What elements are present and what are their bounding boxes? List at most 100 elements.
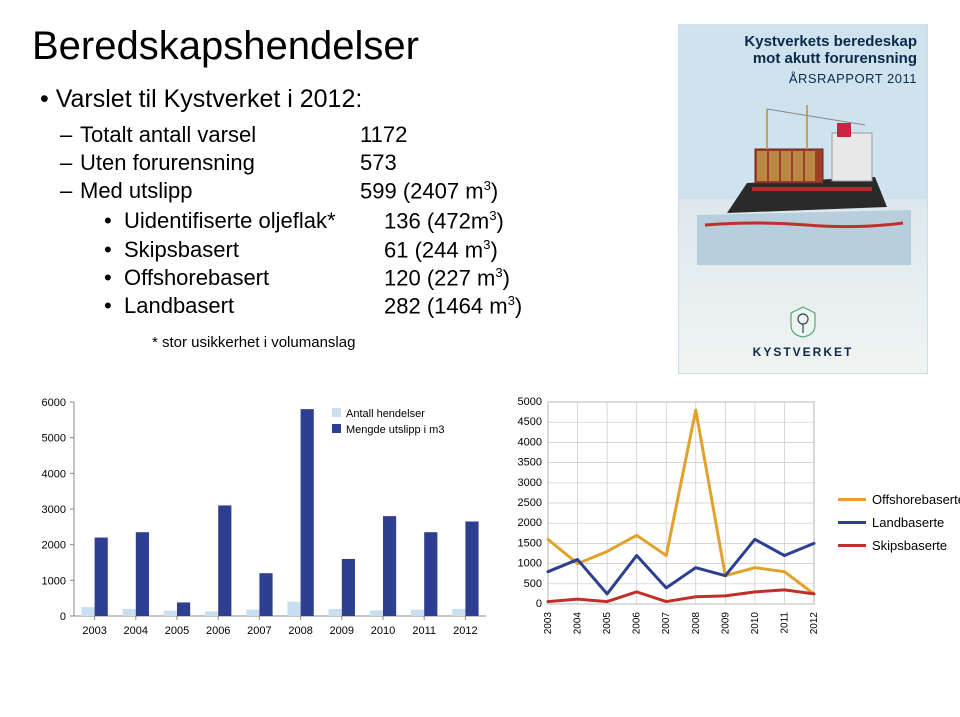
l1-label: Uten forurensning [80, 150, 360, 176]
ship-illustration-icon [697, 95, 911, 265]
svg-text:2005: 2005 [602, 612, 613, 635]
l2-label: Uidentifiserte oljeflak* [124, 208, 384, 234]
footnote: * stor usikkerhet i volumanslag [152, 334, 670, 351]
svg-text:2009: 2009 [330, 625, 354, 637]
svg-text:2008: 2008 [691, 612, 702, 635]
l2-value: 120 (227 m3) [384, 265, 510, 291]
svg-text:2008: 2008 [288, 625, 312, 637]
crest-icon [788, 305, 818, 339]
legend-item: Skipsbaserte [838, 538, 960, 553]
svg-text:2007: 2007 [247, 625, 271, 637]
cover-org: KYSTVERKET [679, 305, 927, 359]
l1-value: 1172 [360, 122, 407, 148]
l1-value: 599 (2407 m3) [360, 178, 498, 204]
svg-text:2000: 2000 [42, 540, 66, 552]
svg-text:3000: 3000 [42, 504, 66, 516]
legend-item: Landbaserte [838, 515, 960, 530]
svg-text:2000: 2000 [518, 517, 542, 529]
svg-text:2011: 2011 [412, 625, 436, 637]
svg-text:5000: 5000 [518, 396, 542, 408]
l2-label: Skipsbasert [124, 237, 384, 263]
list-item: • Offshorebasert 120 (227 m3) [104, 265, 670, 291]
tail: ) [490, 237, 497, 262]
line-chart-legend: Offshorebaserte Landbaserte Skipsbaserte [838, 394, 960, 705]
l1-label: Med utslipp [80, 178, 360, 204]
unit: (472m [427, 209, 489, 234]
tail: ) [491, 178, 498, 203]
num: 282 [384, 294, 421, 319]
report-cover-image: Kystverkets beredeskap mot akutt foruren… [678, 24, 928, 374]
svg-text:2012: 2012 [453, 625, 477, 637]
num: 120 [384, 265, 421, 290]
svg-text:4000: 4000 [42, 468, 66, 480]
svg-text:1500: 1500 [518, 537, 542, 549]
legend-swatch [838, 521, 866, 524]
line-chart: 0 500 1000 1500 2000 2500 3000 3500 4000 4500 5000… [510, 394, 820, 644]
svg-text:4500: 4500 [518, 416, 542, 428]
unit: (227 m [427, 265, 495, 290]
legend-label: Landbaserte [872, 515, 944, 530]
unit: (2407 m [403, 178, 484, 203]
svg-text:2006: 2006 [632, 612, 643, 635]
legend-item: Offshorebaserte [838, 492, 960, 507]
svg-text:1000: 1000 [42, 575, 66, 587]
l2-label: Offshorebasert [124, 265, 384, 291]
svg-text:2003: 2003 [82, 625, 106, 637]
svg-text:3000: 3000 [518, 477, 542, 489]
l2-value: 136 (472m3) [384, 208, 504, 234]
l1-value: 573 [360, 150, 397, 176]
list-item: – Med utslipp 599 (2407 m3) [60, 178, 670, 204]
num: 136 [384, 209, 421, 234]
legend-label: Skipsbaserte [872, 538, 947, 553]
svg-text:Mengde utslipp i m3: Mengde utslipp i m3 [346, 424, 444, 436]
cover-org-text: KYSTVERKET [753, 345, 854, 359]
tail: ) [515, 294, 522, 319]
cover-title: Kystverkets beredeskap mot akutt foruren… [744, 33, 917, 67]
num: 599 [360, 178, 397, 203]
unit: (244 m [415, 237, 483, 262]
subtitle: • Varslet til Kystverket i 2012: [40, 85, 670, 114]
svg-text:2012: 2012 [809, 612, 820, 635]
svg-text:0: 0 [536, 598, 542, 610]
svg-text:2500: 2500 [518, 497, 542, 509]
page-title: Beredskapshendelser [32, 24, 670, 69]
svg-text:2011: 2011 [779, 612, 790, 634]
num: 61 [384, 237, 408, 262]
l1-label: Totalt antall varsel [80, 122, 360, 148]
list-level1: – Totalt antall varsel 1172 – Uten forur… [60, 122, 670, 204]
svg-text:2004: 2004 [573, 612, 584, 635]
legend-swatch [838, 544, 866, 547]
cover-title-line2: mot akutt forurensning [753, 50, 917, 67]
svg-text:2010: 2010 [371, 625, 395, 637]
svg-text:1000: 1000 [518, 558, 542, 570]
svg-text:2009: 2009 [720, 612, 731, 635]
tail: ) [503, 265, 510, 290]
svg-text:5000: 5000 [42, 433, 66, 445]
svg-text:3500: 3500 [518, 457, 542, 469]
svg-text:2003: 2003 [543, 612, 554, 635]
bar-chart: 0100020003000400050006000200320042005200… [32, 394, 492, 644]
l2-label: Landbasert [124, 293, 384, 319]
tail: ) [497, 209, 504, 234]
list-item: • Uidentifiserte oljeflak* 136 (472m3) [104, 208, 670, 234]
sup: 3 [484, 178, 491, 193]
sup: 3 [495, 265, 502, 280]
list-level2: • Uidentifiserte oljeflak* 136 (472m3) •… [104, 208, 670, 319]
svg-text:Antall hendelser: Antall hendelser [346, 408, 425, 420]
l2-value: 282 (1464 m3) [384, 293, 522, 319]
svg-text:2007: 2007 [661, 612, 672, 635]
cover-title-line1: Kystverkets beredeskap [744, 33, 917, 50]
sup: 3 [508, 293, 515, 308]
unit: (1464 m [427, 294, 508, 319]
svg-text:6000: 6000 [42, 397, 66, 409]
list-item: • Skipsbasert 61 (244 m3) [104, 237, 670, 263]
legend-label: Offshorebaserte [872, 492, 960, 507]
svg-text:0: 0 [60, 611, 66, 623]
legend-swatch [838, 498, 866, 501]
svg-text:2004: 2004 [124, 625, 148, 637]
sup: 3 [489, 208, 496, 223]
cover-subtitle: ÅRSRAPPORT 2011 [789, 71, 917, 86]
svg-text:500: 500 [524, 578, 542, 590]
svg-text:4000: 4000 [518, 436, 542, 448]
svg-text:2006: 2006 [206, 625, 230, 637]
